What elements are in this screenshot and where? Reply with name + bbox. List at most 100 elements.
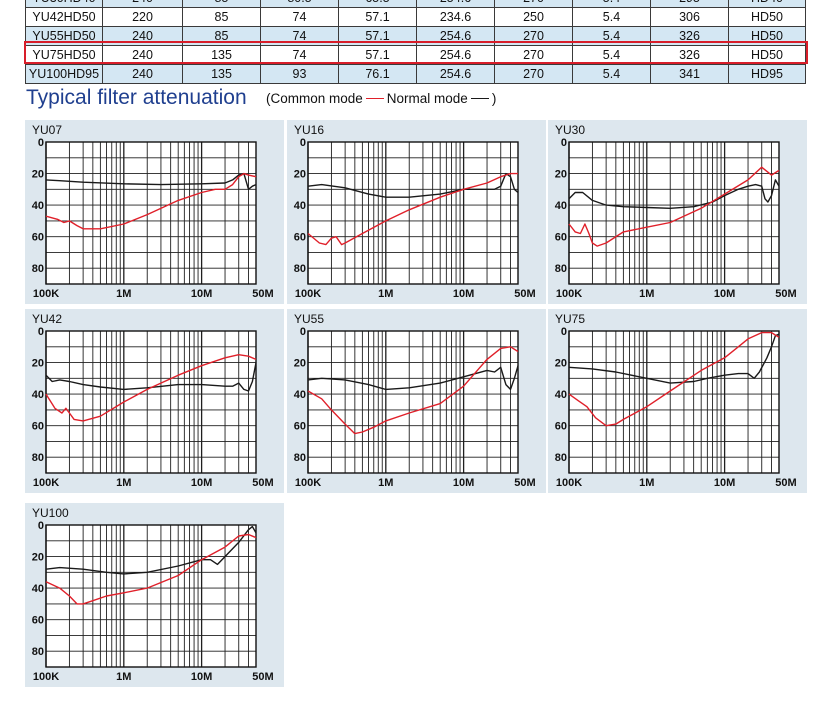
table-cell-model: YU100HD95 [25,64,103,84]
table-cell: 234.6 [416,7,495,27]
x-tick-label: 10M [191,288,212,300]
plot-area [46,525,256,667]
y-tick-label: 40 [555,389,567,401]
plot-area [569,142,779,284]
chart-panel-yu07: 0 20 40 60 80 100K 1M 10M 50M YU07 [25,120,284,304]
x-tick-label: 100K [556,477,582,489]
y-tick-label: 60 [555,232,567,244]
plot-border [45,524,257,668]
table-cell: HD50 [728,7,806,27]
y-tick-label: 20 [32,169,44,181]
normal-mode-line [568,333,780,384]
plot-border [45,141,257,285]
x-tick-label: 1M [639,288,654,300]
chart-title: YU16 [294,123,324,137]
x-tick-label: 10M [714,288,735,300]
x-tick-label: 50M [514,477,535,489]
section-title: Typical filter attenuation [26,86,247,109]
table-cell: 5.4 [572,7,651,27]
x-tick-label: 100K [295,288,321,300]
table-cell-model: YU75HD50 [25,45,103,65]
x-tick-label: 1M [639,477,654,489]
chart-panel-yu42: 0 20 40 60 80 100K 1M 10M 50M YU42 [25,309,284,493]
table-cell: 240 [102,0,183,8]
chart-panel-yu55: 0 20 40 60 80 100K 1M 10M 50M YU55 [287,309,546,493]
y-tick-label: 80 [555,452,567,464]
y-tick-label: 60 [32,232,44,244]
legend-normal-swatch [470,97,489,99]
y-tick-label: 0 [38,137,44,149]
y-tick-label: 40 [32,389,44,401]
table-cell: 5.4 [572,45,651,65]
table-cell: 76.1 [338,64,417,84]
plot-area [308,142,518,284]
table-row: YU75HD50 240 135 74 57.1 254.6 270 5.4 326 HD50 [25,45,806,65]
plot-area [308,331,518,473]
plot-border [568,330,780,474]
chart-title: YU75 [555,312,585,326]
chart-title: YU100 [32,506,69,520]
y-tick-label: 60 [294,232,306,244]
table-cell: 5.4 [572,64,651,84]
attenuation-chart-yu30: 0 20 40 60 80 100K 1M 10M 50M YU30 [555,123,797,300]
x-tick-label: 100K [295,477,321,489]
table-cell: 65.5 [338,0,417,8]
legend-common-swatch [365,97,384,99]
x-tick-label: 10M [453,288,474,300]
x-tick-label: 1M [116,288,131,300]
y-tick-label: 80 [294,452,306,464]
chart-panel-yu30: 0 20 40 60 80 100K 1M 10M 50M YU30 [548,120,807,304]
y-tick-label: 40 [294,389,306,401]
x-tick-label: 50M [775,477,796,489]
x-tick-label: 1M [378,477,393,489]
normal-mode-line [45,172,257,191]
common-mode-line [45,354,257,422]
table-cell: 270 [494,0,573,8]
attenuation-chart-yu16: 0 20 40 60 80 100K 1M 10M 50M YU16 [294,123,536,300]
chart-title: YU55 [294,312,324,326]
y-tick-label: 60 [32,421,44,433]
table-cell: 220 [102,7,183,27]
grid [568,330,780,474]
y-tick-label: 80 [32,263,44,275]
table-cell: 85 [182,0,261,8]
table-cell: 306 [650,7,729,27]
y-tick-label: 0 [300,326,306,338]
y-tick-label: 60 [555,421,567,433]
chart-title: YU42 [32,312,62,326]
y-tick-label: 60 [294,421,306,433]
chart-title: YU30 [555,123,585,137]
table-cell: HD95 [728,64,806,84]
grid [45,330,257,474]
x-tick-label: 100K [33,288,59,300]
table-cell: 270 [494,64,573,84]
common-mode-line [45,172,257,230]
plot-border [307,330,519,474]
y-tick-label: 80 [32,646,44,658]
normal-mode-line [568,179,780,210]
common-mode-line [307,172,518,246]
x-tick-label: 1M [116,477,131,489]
x-tick-label: 1M [116,671,131,683]
y-tick-label: 40 [294,200,306,212]
table-cell: 74 [260,7,339,27]
table-cell: 341 [650,64,729,84]
plot-border [568,141,780,285]
attenuation-chart-yu75: 0 20 40 60 80 100K 1M 10M 50M YU75 [555,312,797,489]
y-tick-label: 20 [32,552,44,564]
x-tick-label: 50M [514,288,535,300]
chart-panel-yu75: 0 20 40 60 80 100K 1M 10M 50M YU75 [548,309,807,493]
table-cell: HD40 [728,0,806,8]
table-cell: 254.6 [416,45,495,65]
attenuation-chart-yu100: 0 20 40 60 80 100K 1M 10M 50M YU100 [32,506,274,683]
y-tick-label: 20 [32,358,44,370]
y-tick-label: 60 [32,615,44,627]
table-cell: 240 [102,64,183,84]
y-tick-label: 80 [294,263,306,275]
x-tick-label: 50M [252,477,273,489]
y-tick-label: 0 [38,326,44,338]
table-row: YU42HD50 220 85 74 57.1 234.6 250 5.4 306 HD50 [25,7,806,27]
x-tick-label: 100K [556,288,582,300]
table-cell-model: YU42HD50 [25,7,103,27]
y-tick-label: 0 [300,137,306,149]
